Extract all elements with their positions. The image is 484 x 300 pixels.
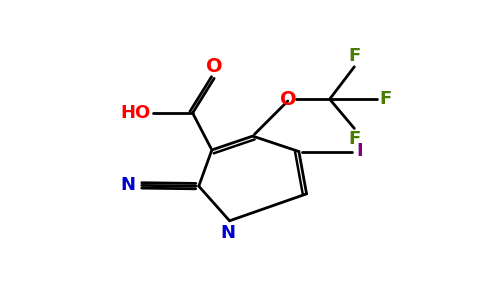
Text: F: F: [380, 90, 392, 108]
Text: N: N: [221, 224, 236, 242]
Text: F: F: [348, 47, 361, 65]
Text: O: O: [280, 90, 296, 109]
Text: I: I: [357, 142, 363, 160]
Text: N: N: [121, 176, 136, 194]
Text: HO: HO: [120, 104, 150, 122]
Text: O: O: [206, 57, 223, 76]
Text: F: F: [348, 130, 361, 148]
